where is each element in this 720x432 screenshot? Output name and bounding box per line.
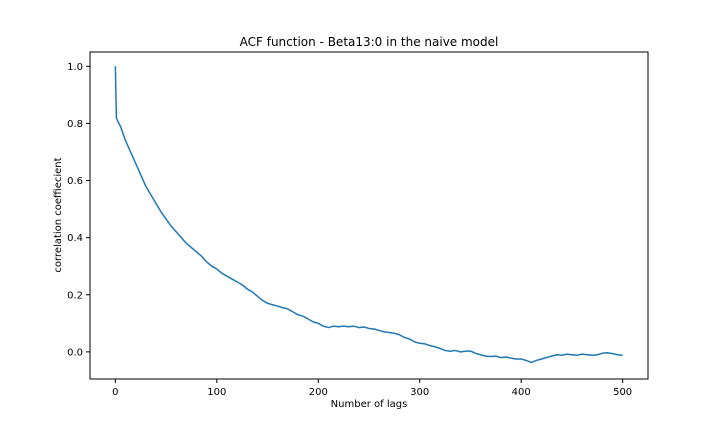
y-tick-label: 1.0 — [67, 62, 83, 73]
y-tick-label: 0.4 — [67, 233, 83, 244]
acf-series-line — [114, 66, 623, 364]
x-tick-label: 300 — [410, 387, 429, 398]
x-tick-label: 400 — [512, 387, 531, 398]
y-tick-label: 0.8 — [67, 119, 83, 130]
x-tick-label: 200 — [309, 387, 328, 398]
chart-title: ACF function - Beta13:0 in the naive mod… — [240, 35, 499, 49]
y-tick-label: 0.6 — [67, 176, 83, 187]
y-tick-label: 0.2 — [67, 290, 83, 301]
y-axis-label: correlation coeffiecient — [53, 157, 64, 272]
x-tick-label: 100 — [207, 387, 226, 398]
x-tick-label: 0 — [112, 387, 118, 398]
x-tick-label: 500 — [613, 387, 632, 398]
y-tick-label: 0.0 — [67, 347, 83, 358]
plot-frame — [89, 51, 649, 380]
x-axis-label: Number of lags — [331, 399, 408, 410]
y-axis: 0.0 0.2 0.4 0.6 0.8 1.0 — [67, 62, 90, 358]
x-axis: 0 100 200 300 400 500 — [112, 379, 632, 398]
